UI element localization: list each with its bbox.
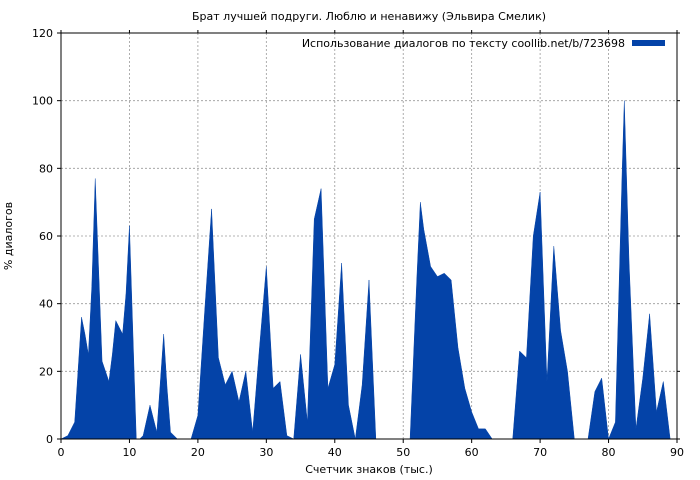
y-tick-label: 100 <box>32 95 53 108</box>
chart-title: Брат лучшей подруги. Люблю и ненавижу (Э… <box>192 10 546 23</box>
x-tick-label: 20 <box>191 446 205 459</box>
y-tick-label: 60 <box>39 230 53 243</box>
x-tick-label: 80 <box>602 446 616 459</box>
x-tick-label: 0 <box>58 446 65 459</box>
x-tick-label: 50 <box>396 446 410 459</box>
legend: Использование диалогов по тексту coollib… <box>302 37 665 50</box>
x-tick-label: 30 <box>259 446 273 459</box>
y-tick-label: 40 <box>39 298 53 311</box>
x-tick-label: 60 <box>465 446 479 459</box>
x-tick-label: 40 <box>328 446 342 459</box>
y-tick-label: 20 <box>39 365 53 378</box>
ticks: 0 10 20 30 40 50 60 70 80 90 0 20 40 60 80 100 120 <box>32 27 684 459</box>
y-axis-label: % диалогов <box>2 202 15 270</box>
y-tick-label: 0 <box>46 433 53 446</box>
legend-swatch <box>632 40 665 46</box>
x-axis-label: Счетчик знаков (тыс.) <box>305 463 433 476</box>
x-tick-label: 90 <box>670 446 684 459</box>
legend-label: Использование диалогов по тексту coollib… <box>302 37 625 50</box>
x-tick-label: 10 <box>122 446 136 459</box>
y-tick-label: 120 <box>32 27 53 40</box>
y-tick-label: 80 <box>39 162 53 175</box>
x-tick-label: 70 <box>533 446 547 459</box>
